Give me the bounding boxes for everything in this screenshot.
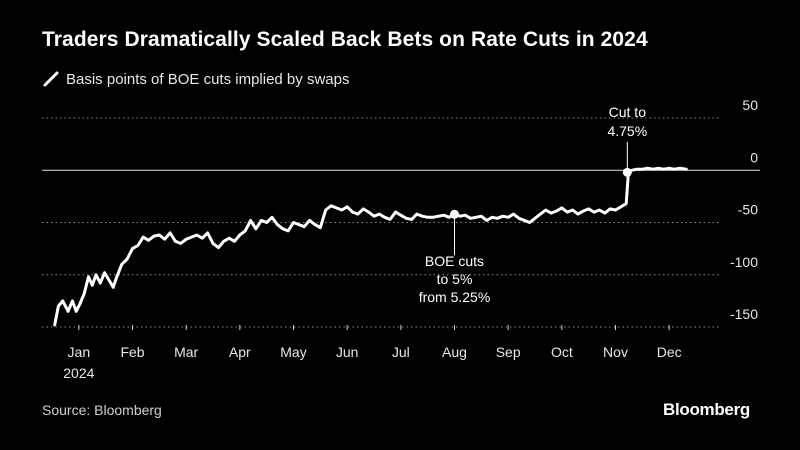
annotation-text-boe-cut: to 5% [437,271,473,287]
x-tick-label: Mar [174,344,198,360]
chart-title: Traders Dramatically Scaled Back Bets on… [42,28,648,51]
x-tick-label: Dec [657,344,682,360]
legend: Basis points of BOE cuts implied by swap… [42,70,349,88]
x-tick-label: Sep [496,344,521,360]
y-tick-label: -100 [730,254,758,270]
x-tick-label: Apr [229,344,251,360]
x-tick-label: Oct [551,344,573,360]
y-tick-label: 50 [742,97,758,113]
x-tick-label: Aug [442,344,467,360]
y-tick-label: -50 [738,202,758,218]
legend-line-swatch [43,71,59,87]
annotation-text-cut-475: Cut to [609,104,647,120]
y-tick-label: 0 [750,149,758,165]
x-tick-year-label: 2024 [63,365,94,381]
annotation-text-boe-cut: from 5.25% [419,289,491,305]
x-tick-label: Jan [68,344,91,360]
y-tick-label: -150 [730,306,758,322]
x-tick-label: Nov [603,344,628,360]
bloomberg-logo: Bloomberg [662,400,750,419]
series-line [53,166,688,327]
legend-label: Basis points of BOE cuts implied by swap… [66,70,350,88]
x-tick-label: Jun [336,344,359,360]
x-tick-label: May [280,344,306,360]
x-tick-label: Jul [392,344,410,360]
annotation-marker-cut-475 [622,167,632,177]
source-note: Source: Bloomberg [42,402,162,418]
x-tick-label: Feb [120,344,144,360]
annotation-text-cut-475: 4.75% [607,123,647,139]
annotation-text-boe-cut: BOE cuts [425,253,484,269]
annotation-marker-boe-cut [450,209,459,219]
